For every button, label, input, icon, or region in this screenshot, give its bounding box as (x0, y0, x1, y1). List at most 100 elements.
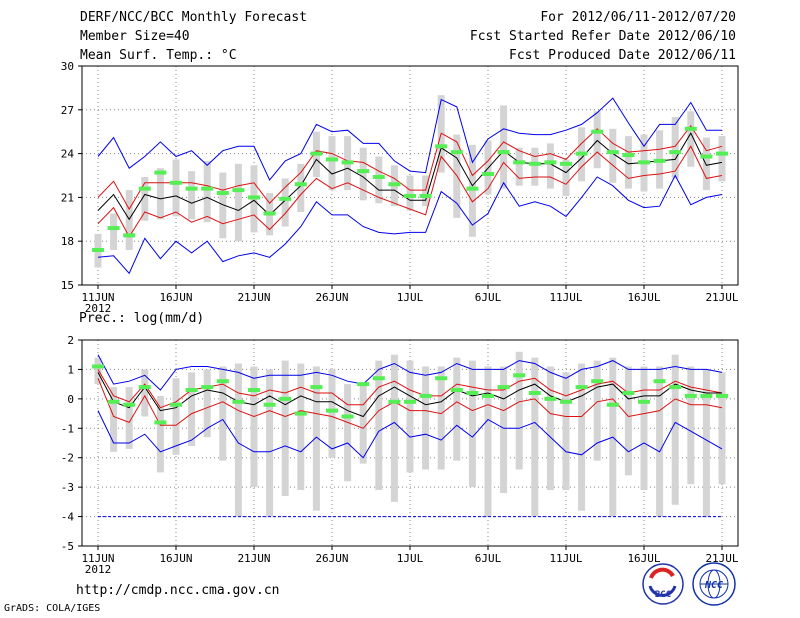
ensemble-box (468, 360, 476, 488)
x-tick-label: 11JUN (81, 291, 114, 304)
y-tick-label: -3 (61, 481, 74, 494)
precip-panel-title: Prec.: log(mm/d) (79, 311, 204, 326)
series-min-line (97, 410, 723, 459)
ensemble-box (671, 354, 679, 505)
ensemble-box (125, 387, 133, 449)
obs-marker (419, 193, 432, 198)
ensemble-box (219, 366, 227, 461)
obs-marker (669, 385, 682, 390)
obs-marker (513, 373, 526, 378)
obs-marker (653, 379, 666, 384)
ensemble-box (156, 168, 164, 220)
ensemble-box (656, 366, 664, 517)
ensemble-box (531, 147, 539, 186)
obs-marker (684, 393, 697, 398)
ensemble-box (297, 363, 305, 491)
obs-marker (216, 191, 229, 196)
x-tick-label: 16JUL (627, 552, 660, 565)
obs-marker (372, 376, 385, 381)
ensemble-box (234, 163, 242, 242)
x-tick-label: 11JUL (549, 291, 582, 304)
ensemble-box (453, 357, 461, 461)
member-size: Member Size=40 (80, 29, 190, 44)
ensemble-box (562, 159, 570, 196)
obs-marker (435, 376, 448, 381)
obs-marker (216, 379, 229, 384)
y-tick-label: 15 (61, 279, 74, 292)
obs-marker (138, 385, 151, 390)
ensemble-box (359, 147, 367, 201)
ensemble-box (172, 378, 180, 455)
grads-credit: GrADS: COLA/IGES (4, 603, 101, 614)
obs-marker (388, 182, 401, 187)
fcst-started-date: Fcst Started Refer Date 2012/06/10 (469, 29, 736, 44)
y-tick-label: 0 (67, 393, 74, 406)
x-tick-label: 6JUL (475, 291, 502, 304)
bcc-logo: BCC (642, 563, 684, 605)
series-mean-line (97, 132, 723, 221)
obs-marker (638, 160, 650, 165)
x-tick-label: 16JUN (159, 552, 192, 565)
ensemble-box (578, 363, 586, 511)
ensemble-box (250, 366, 258, 488)
obs-marker (310, 385, 323, 390)
obs-marker (201, 186, 214, 191)
x-tick-label: 26JUN (315, 552, 348, 565)
x-tick-label: 21JUN (237, 552, 270, 565)
ensemble-box (500, 366, 508, 494)
ensemble-box (546, 366, 554, 491)
x-tick-year-label: 2012 (85, 302, 112, 315)
ensemble-box (702, 137, 710, 191)
obs-marker (482, 172, 494, 177)
y-tick-label: 1 (67, 363, 74, 376)
source-url[interactable]: http://cmdp.ncc.cma.gov.cn (76, 583, 280, 598)
series-mean-line (97, 372, 722, 418)
obs-marker (435, 144, 448, 149)
obs-marker (450, 150, 463, 155)
x-tick-year-label: 2012 (85, 563, 112, 576)
obs-marker (263, 402, 276, 407)
obs-marker (170, 180, 182, 185)
ensemble-box (671, 117, 679, 179)
y-tick-label: 24 (61, 148, 75, 161)
obs-marker (450, 388, 463, 393)
ensemble-box (687, 111, 695, 167)
forecast-period: For 2012/06/11-2012/07/20 (540, 10, 736, 25)
obs-marker (404, 193, 416, 198)
y-tick-label: 18 (61, 235, 74, 248)
obs-marker (232, 399, 245, 404)
obs-marker (232, 188, 245, 193)
ensemble-box (718, 136, 726, 182)
obs-marker (326, 408, 338, 413)
ensemble-box (406, 175, 414, 211)
ensemble-box (297, 163, 305, 212)
obs-marker (263, 211, 276, 216)
ensemble-box (390, 354, 398, 502)
ensemble-box (203, 160, 211, 223)
obs-marker (591, 379, 604, 384)
ensemble-box (531, 357, 539, 517)
obs-marker (653, 158, 666, 163)
ensemble-box (422, 366, 430, 470)
y-tick-label: 21 (61, 191, 74, 204)
obs-marker (341, 414, 354, 419)
ensemble-box (562, 372, 570, 491)
ensemble-box (422, 175, 430, 207)
obs-marker (404, 399, 416, 404)
x-tick-label: 21JUL (705, 552, 738, 565)
obs-marker (716, 151, 728, 156)
ensemble-box (468, 144, 476, 237)
x-tick-label: 11JUL (549, 552, 582, 565)
obs-marker (185, 186, 198, 191)
y-tick-label: -1 (61, 422, 74, 435)
ensemble-box (687, 366, 695, 485)
obs-marker (606, 150, 619, 155)
x-tick-label: 16JUN (159, 291, 192, 304)
svg-text:NCC: NCC (704, 580, 723, 591)
obs-marker (123, 233, 136, 238)
ensemble-box (359, 384, 367, 464)
x-tick-label: 1JUL (397, 552, 424, 565)
obs-marker (248, 195, 260, 200)
ensemble-box (609, 128, 617, 183)
